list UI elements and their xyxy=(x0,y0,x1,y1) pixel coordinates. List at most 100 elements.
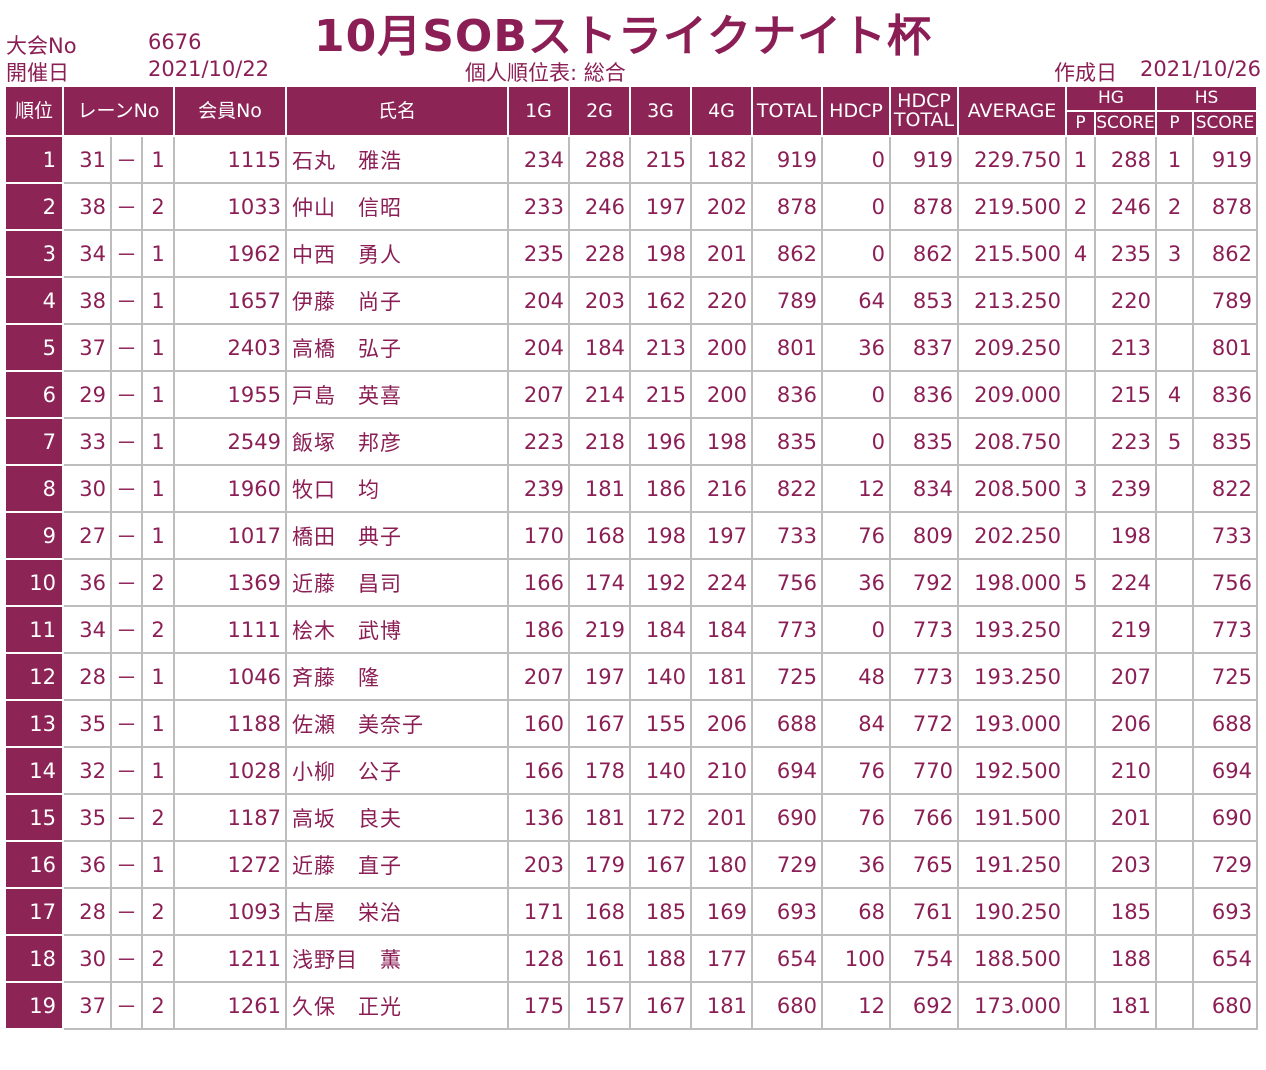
game1-cell: 207 xyxy=(507,370,570,419)
name-cell: 石丸 雅浩 xyxy=(285,135,509,184)
hdcp-cell: 84 xyxy=(821,699,891,748)
game4-cell: 181 xyxy=(690,981,753,1030)
hs-score-cell: 733 xyxy=(1192,511,1258,560)
header-hg: HG xyxy=(1065,85,1157,112)
total-cell: 801 xyxy=(751,323,823,372)
lane-sub-cell: 1 xyxy=(141,135,175,184)
lane-cell: 32 xyxy=(62,746,112,795)
game2-cell: 246 xyxy=(568,182,631,231)
average-cell: 209.250 xyxy=(957,323,1067,372)
lane-sub-cell: 1 xyxy=(141,511,175,560)
lane-cell: 35 xyxy=(62,793,112,842)
hdcp-total-cell: 692 xyxy=(889,981,959,1030)
rank-cell: 11 xyxy=(4,605,64,654)
game4-cell: 184 xyxy=(690,605,753,654)
hs-place-cell xyxy=(1155,511,1194,560)
game1-cell: 171 xyxy=(507,887,570,936)
total-cell: 693 xyxy=(751,887,823,936)
header-1g: 1G xyxy=(507,85,570,137)
game2-cell: 288 xyxy=(568,135,631,184)
hdcp-total-cell: 772 xyxy=(889,699,959,748)
game1-cell: 170 xyxy=(507,511,570,560)
lane-dash-cell: － xyxy=(110,276,143,325)
average-cell: 192.500 xyxy=(957,746,1067,795)
hs-place-cell xyxy=(1155,323,1194,372)
hdcp-total-cell: 836 xyxy=(889,370,959,419)
game3-cell: 213 xyxy=(629,323,692,372)
game1-cell: 203 xyxy=(507,840,570,889)
game3-cell: 197 xyxy=(629,182,692,231)
member-no-cell: 1115 xyxy=(173,135,287,184)
game1-cell: 239 xyxy=(507,464,570,513)
total-cell: 835 xyxy=(751,417,823,466)
table-row: 10 36 － 2 1369 近藤 昌司 166 174 192 224 756 36 792 198.0… xyxy=(4,558,1258,607)
header-hdcp-total-line2: TOTAL xyxy=(893,109,955,131)
rank-cell: 7 xyxy=(4,417,64,466)
table-row: 9 27 － 1 1017 橋田 典子 170 168 198 197 733 76 809 202.25… xyxy=(4,511,1258,560)
table-row: 16 36 － 1 1272 近藤 直子 203 179 167 180 729 36 765 191.2… xyxy=(4,840,1258,889)
rank-cell: 18 xyxy=(4,934,64,983)
lane-cell: 34 xyxy=(62,229,112,278)
lane-dash-cell: － xyxy=(110,887,143,936)
lane-cell: 36 xyxy=(62,840,112,889)
lane-dash-cell: － xyxy=(110,323,143,372)
lane-dash-cell: － xyxy=(110,417,143,466)
lane-sub-cell: 1 xyxy=(141,323,175,372)
hg-place-cell xyxy=(1065,605,1096,654)
hg-score-cell: 246 xyxy=(1094,182,1157,231)
average-cell: 193.250 xyxy=(957,652,1067,701)
header-hg-score: SCORE xyxy=(1094,110,1157,137)
hs-score-cell: 654 xyxy=(1192,934,1258,983)
table-row: 3 34 － 1 1962 中西 勇人 235 228 198 201 862 0 862 215.500… xyxy=(4,229,1258,278)
lane-sub-cell: 2 xyxy=(141,793,175,842)
hg-place-cell xyxy=(1065,323,1096,372)
rank-cell: 16 xyxy=(4,840,64,889)
table-row: 12 28 － 1 1046 斉藤 隆 207 197 140 181 725 48 773 193.25… xyxy=(4,652,1258,701)
name-cell: 牧口 均 xyxy=(285,464,509,513)
hs-place-cell xyxy=(1155,887,1194,936)
hg-place-cell xyxy=(1065,417,1096,466)
game2-cell: 168 xyxy=(568,887,631,936)
header-total: TOTAL xyxy=(751,85,823,137)
game2-cell: 197 xyxy=(568,652,631,701)
hs-place-cell: 5 xyxy=(1155,417,1194,466)
hs-score-cell: 756 xyxy=(1192,558,1258,607)
game4-cell: 201 xyxy=(690,229,753,278)
rank-cell: 14 xyxy=(4,746,64,795)
hs-score-cell: 919 xyxy=(1192,135,1258,184)
hs-score-cell: 789 xyxy=(1192,276,1258,325)
hg-score-cell: 185 xyxy=(1094,887,1157,936)
rank-cell: 9 xyxy=(4,511,64,560)
game1-cell: 166 xyxy=(507,558,570,607)
table-row: 17 28 － 2 1093 古屋 栄治 171 168 185 169 693 68 761 190.2… xyxy=(4,887,1258,936)
game2-cell: 178 xyxy=(568,746,631,795)
hs-score-cell: 690 xyxy=(1192,793,1258,842)
hg-place-cell: 3 xyxy=(1065,464,1096,513)
game3-cell: 172 xyxy=(629,793,692,842)
hdcp-cell: 0 xyxy=(821,229,891,278)
game4-cell: 182 xyxy=(690,135,753,184)
header-name: 氏名 xyxy=(285,85,509,137)
total-cell: 862 xyxy=(751,229,823,278)
hdcp-cell: 36 xyxy=(821,840,891,889)
table-row: 14 32 － 1 1028 小柳 公子 166 178 140 210 694 76 770 192.5… xyxy=(4,746,1258,795)
hdcp-cell: 36 xyxy=(821,323,891,372)
total-cell: 690 xyxy=(751,793,823,842)
report-label: 個人順位表: 総合 xyxy=(465,61,626,85)
game2-cell: 157 xyxy=(568,981,631,1030)
lane-dash-cell: － xyxy=(110,652,143,701)
member-no-cell: 1261 xyxy=(173,981,287,1030)
table-row: 6 29 － 1 1955 戸島 英喜 207 214 215 200 836 0 836 209.000… xyxy=(4,370,1258,419)
hdcp-cell: 64 xyxy=(821,276,891,325)
hg-place-cell xyxy=(1065,370,1096,419)
hs-score-cell: 801 xyxy=(1192,323,1258,372)
created-label: 作成日 xyxy=(1054,61,1117,85)
game2-cell: 181 xyxy=(568,464,631,513)
hdcp-cell: 76 xyxy=(821,746,891,795)
hs-score-cell: 878 xyxy=(1192,182,1258,231)
rank-cell: 12 xyxy=(4,652,64,701)
game2-cell: 174 xyxy=(568,558,631,607)
lane-sub-cell: 1 xyxy=(141,417,175,466)
header-hdcp-total-line1: HDCP xyxy=(897,90,951,112)
average-cell: 188.500 xyxy=(957,934,1067,983)
